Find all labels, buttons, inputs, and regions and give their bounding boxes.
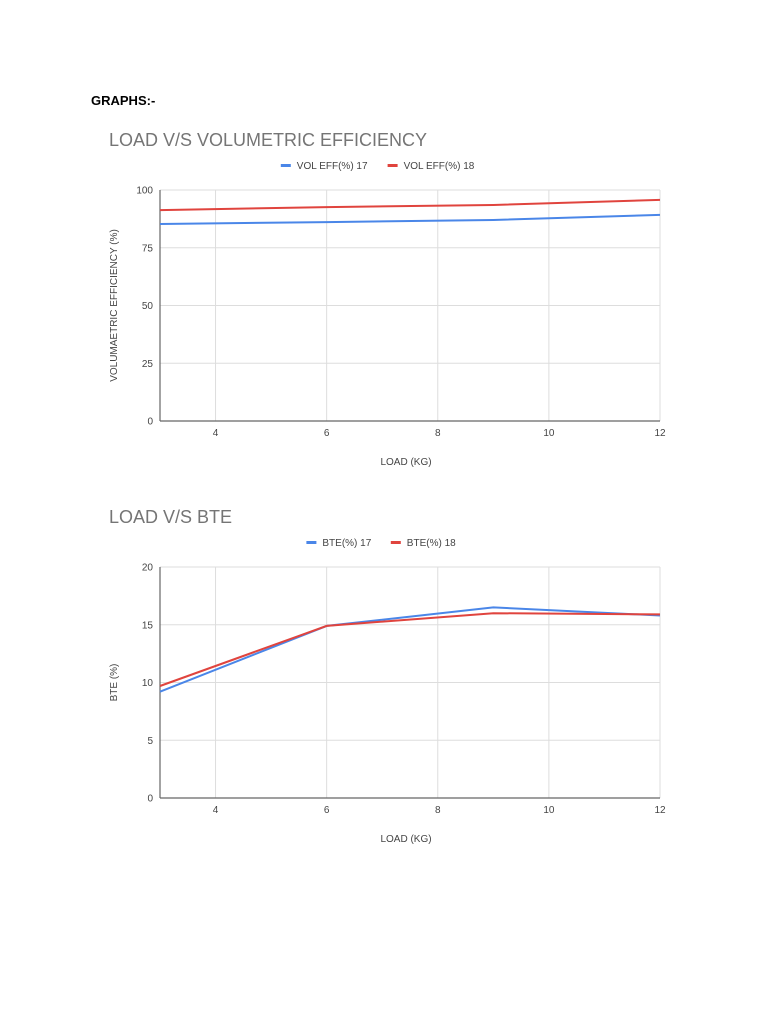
y-tick-label: 5 bbox=[147, 736, 153, 747]
y-tick-label: 25 bbox=[142, 359, 154, 370]
x-tick-label: 8 bbox=[435, 428, 441, 439]
x-tick-label: 12 bbox=[654, 805, 666, 816]
series-line bbox=[159, 213, 661, 225]
x-tick-label: 6 bbox=[324, 428, 330, 439]
y-axis-label: VOLUMAETRIC EFFICIENCY (%) bbox=[109, 229, 120, 382]
y-tick-label: 0 bbox=[147, 794, 153, 805]
legend-label: BTE(%) 17 bbox=[322, 538, 371, 549]
x-tick-label: 4 bbox=[213, 428, 219, 439]
series-line bbox=[159, 606, 661, 693]
chart-legend: BTE(%) 17 BTE(%) 18 bbox=[306, 538, 456, 549]
series-line bbox=[159, 198, 661, 212]
x-axis-label: LOAD (KG) bbox=[380, 834, 431, 845]
series-line bbox=[159, 612, 661, 687]
x-tick-label: 6 bbox=[324, 805, 330, 816]
legend-swatch-icon bbox=[387, 164, 398, 167]
legend-swatch-icon bbox=[280, 164, 291, 167]
page-heading: GRAPHS:- bbox=[91, 93, 156, 108]
chart-legend: VOL EFF(%) 17 VOL EFF(%) 18 bbox=[280, 161, 475, 172]
x-tick-label: 10 bbox=[543, 428, 555, 439]
y-tick-label: 100 bbox=[136, 186, 153, 197]
y-axis-label: BTE (%) bbox=[109, 664, 120, 702]
y-tick-label: 20 bbox=[142, 563, 154, 574]
x-tick-label: 8 bbox=[435, 805, 441, 816]
chart-title: LOAD V/S BTE bbox=[109, 507, 232, 527]
x-axis-label: LOAD (KG) bbox=[380, 457, 431, 468]
x-tick-label: 10 bbox=[543, 805, 555, 816]
y-tick-label: 10 bbox=[142, 678, 154, 689]
y-tick-label: 50 bbox=[142, 301, 154, 312]
y-tick-label: 0 bbox=[147, 417, 153, 428]
legend-label: VOL EFF(%) 17 bbox=[297, 161, 368, 172]
bte-chart: LOAD V/S BTE BTE(%) 17 BTE(%) 18 0 5 10 15 20 4 6… bbox=[96, 495, 672, 857]
legend-swatch-icon bbox=[390, 541, 401, 544]
x-tick-label: 12 bbox=[654, 428, 666, 439]
chart-title: LOAD V/S VOLUMETRIC EFFICIENCY bbox=[109, 130, 427, 150]
y-tick-label: 75 bbox=[142, 243, 154, 254]
legend-label: VOL EFF(%) 18 bbox=[404, 161, 475, 172]
legend-swatch-icon bbox=[306, 541, 317, 544]
x-tick-label: 4 bbox=[213, 805, 219, 816]
y-tick-label: 15 bbox=[142, 620, 154, 631]
legend-label: BTE(%) 18 bbox=[407, 538, 456, 549]
volumetric-efficiency-chart: LOAD V/S VOLUMETRIC EFFICIENCY VOL EFF(%)… bbox=[96, 118, 672, 480]
